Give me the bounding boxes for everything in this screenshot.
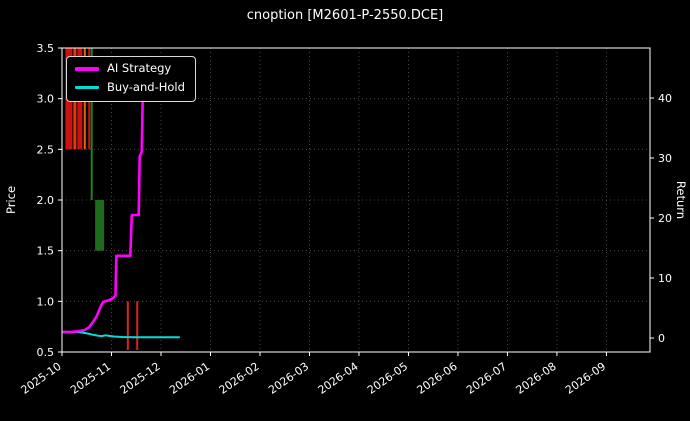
svg-text:2026-03: 2026-03 bbox=[266, 360, 311, 397]
svg-text:2026-02: 2026-02 bbox=[217, 360, 262, 397]
svg-text:2025-12: 2025-12 bbox=[118, 360, 163, 397]
svg-text:0.5: 0.5 bbox=[37, 346, 55, 359]
legend-item-buy-and-hold: Buy-and-Hold bbox=[75, 79, 185, 95]
svg-text:40: 40 bbox=[658, 92, 672, 105]
svg-text:3.0: 3.0 bbox=[37, 93, 55, 106]
svg-text:2026-01: 2026-01 bbox=[167, 360, 212, 397]
svg-text:30: 30 bbox=[658, 152, 672, 165]
svg-text:2025-10: 2025-10 bbox=[19, 360, 64, 397]
svg-text:2026-06: 2026-06 bbox=[415, 360, 460, 397]
legend-item-ai-strategy: AI Strategy bbox=[75, 61, 185, 76]
svg-text:1.0: 1.0 bbox=[37, 295, 55, 308]
svg-text:0: 0 bbox=[658, 332, 665, 345]
svg-text:2026-08: 2026-08 bbox=[514, 360, 559, 397]
buy-and-hold-line-swatch bbox=[75, 86, 99, 90]
legend-label: Buy-and-Hold bbox=[107, 79, 185, 94]
svg-text:1.5: 1.5 bbox=[37, 245, 55, 258]
legend-label: AI Strategy bbox=[107, 61, 172, 75]
svg-text:2026-05: 2026-05 bbox=[365, 360, 410, 397]
ai-strategy-line-swatch bbox=[75, 67, 99, 71]
chart-title: cnoption [M2601-P-2550.DCE] bbox=[246, 8, 444, 23]
svg-text:Return: Return bbox=[674, 181, 688, 219]
svg-text:2026-07: 2026-07 bbox=[464, 360, 509, 397]
legend: AI Strategy Buy-and-Hold bbox=[66, 56, 196, 102]
svg-text:20: 20 bbox=[658, 212, 672, 225]
svg-text:2026-04: 2026-04 bbox=[316, 360, 361, 397]
svg-text:2025-11: 2025-11 bbox=[68, 360, 113, 397]
svg-text:3.5: 3.5 bbox=[37, 42, 55, 55]
svg-text:2026-09: 2026-09 bbox=[563, 360, 608, 397]
svg-text:2.5: 2.5 bbox=[37, 143, 55, 156]
svg-text:2.0: 2.0 bbox=[37, 194, 55, 207]
svg-text:10: 10 bbox=[658, 272, 672, 285]
svg-text:Price: Price bbox=[4, 186, 18, 214]
